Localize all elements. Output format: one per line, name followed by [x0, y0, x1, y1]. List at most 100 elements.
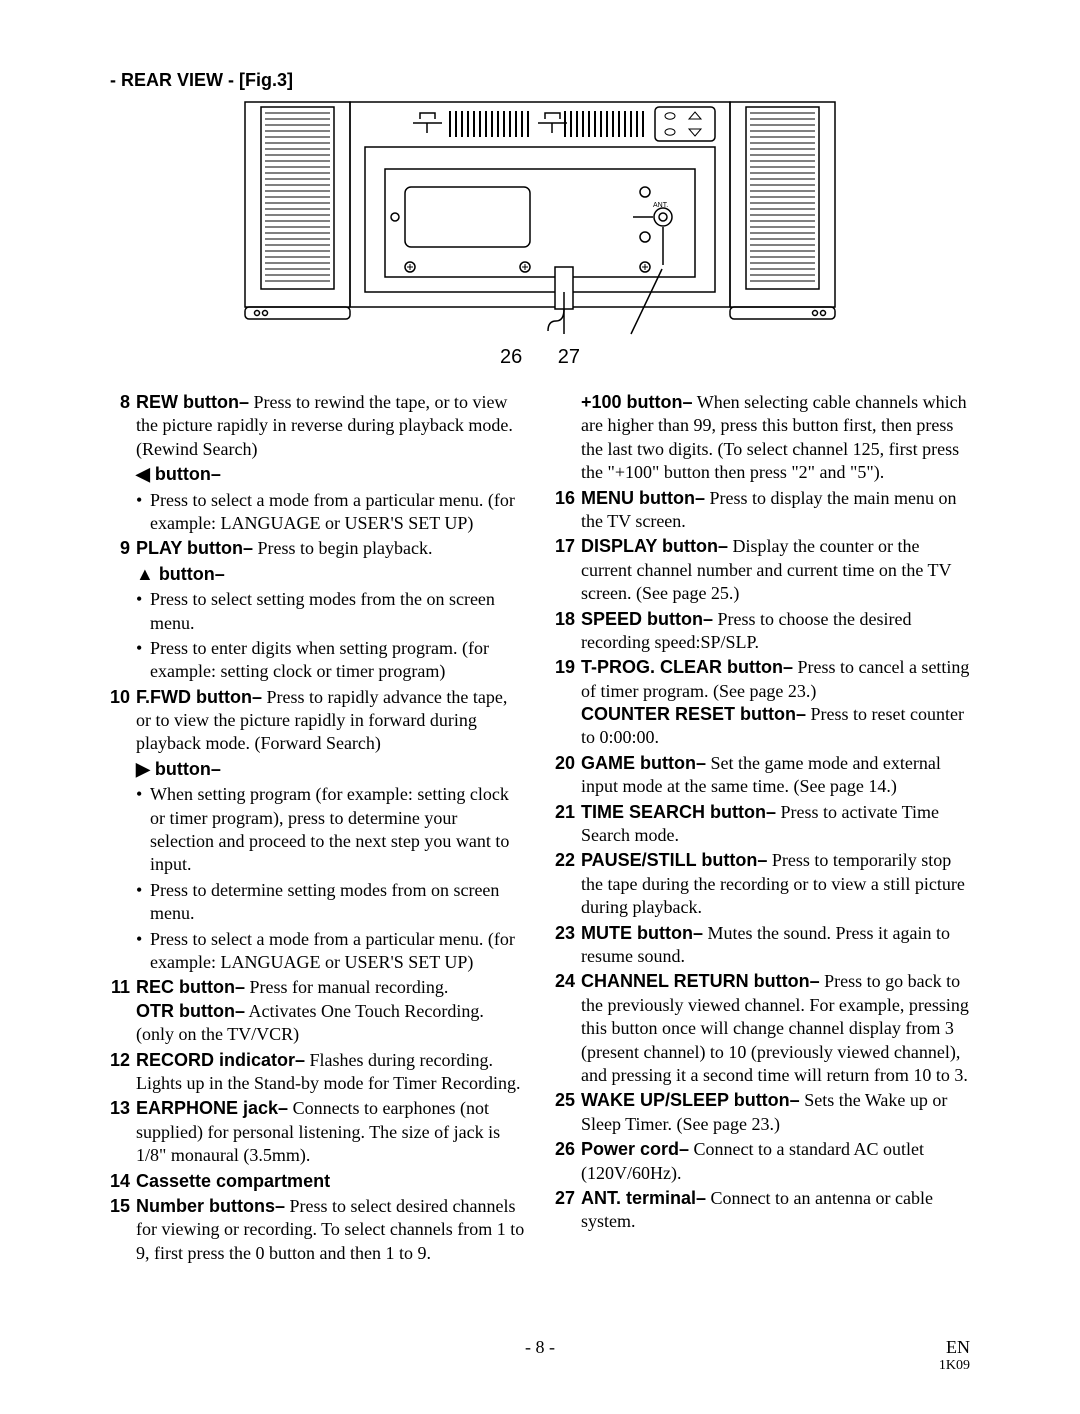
sub-button-label: ▲ button–: [136, 563, 525, 586]
item-label: +100 button–: [581, 392, 693, 412]
list-item: 26Power cord– Connect to a standard AC o…: [555, 1138, 970, 1185]
item-number: 8: [110, 391, 136, 461]
callout-27: 27: [558, 346, 580, 368]
sub-button-label: ◀ button–: [136, 463, 525, 486]
figure-callouts: 26 27: [110, 346, 970, 369]
list-item: 12RECORD indicator– Flashes during recor…: [110, 1049, 525, 1096]
item-number: 24: [555, 970, 581, 1087]
item-body: ANT. terminal– Connect to an antenna or …: [581, 1187, 970, 1234]
page-number: - 8 -: [398, 1337, 682, 1358]
item-number: 20: [555, 752, 581, 799]
doc-code: 1K09: [686, 1358, 970, 1374]
bullet-item: Press to select a mode from a particular…: [136, 489, 525, 536]
item-number: [555, 391, 581, 485]
list-item: 8REW button– Press to rewind the tape, o…: [110, 391, 525, 461]
bullet-item: Press to select setting modes from the o…: [136, 588, 525, 635]
item-label: CHANNEL RETURN button–: [581, 971, 820, 991]
item-number: 9: [110, 537, 136, 560]
right-column: +100 button– When selecting cable channe…: [555, 391, 970, 1267]
list-item: 9PLAY button– Press to begin playback.: [110, 537, 525, 560]
item-body: T-PROG. CLEAR button– Press to cancel a …: [581, 656, 970, 750]
item-number: 12: [110, 1049, 136, 1096]
item-body: RECORD indicator– Flashes during recordi…: [136, 1049, 525, 1096]
item-body: EARPHONE jack– Connects to earphones (no…: [136, 1097, 525, 1167]
list-item: 17DISPLAY button– Display the counter or…: [555, 535, 970, 605]
item-label: REW button–: [136, 392, 249, 412]
rear-view-svg: ANT.: [235, 97, 845, 337]
list-item: 21TIME SEARCH button– Press to activate …: [555, 801, 970, 848]
item-extra-label: COUNTER RESET button–: [581, 704, 806, 724]
item-body: F.FWD button– Press to rapidly advance t…: [136, 686, 525, 756]
item-body: REW button– Press to rewind the tape, or…: [136, 391, 525, 461]
list-item: 11REC button– Press for manual recording…: [110, 976, 525, 1046]
item-label: F.FWD button–: [136, 687, 262, 707]
list-item: 13EARPHONE jack– Connects to earphones (…: [110, 1097, 525, 1167]
list-item: 24CHANNEL RETURN button– Press to go bac…: [555, 970, 970, 1087]
bullet-item: Press to select a mode from a particular…: [136, 928, 525, 975]
list-item: 23MUTE button– Mutes the sound. Press it…: [555, 922, 970, 969]
item-label: SPEED button–: [581, 609, 713, 629]
item-label: PLAY button–: [136, 538, 253, 558]
item-label: RECORD indicator–: [136, 1050, 305, 1070]
item-label: DISPLAY button–: [581, 536, 728, 556]
list-item: 18SPEED button– Press to choose the desi…: [555, 608, 970, 655]
list-item: 19T-PROG. CLEAR button– Press to cancel …: [555, 656, 970, 750]
list-item: 10F.FWD button– Press to rapidly advance…: [110, 686, 525, 756]
item-number: 25: [555, 1089, 581, 1136]
item-label: WAKE UP/SLEEP button–: [581, 1090, 800, 1110]
item-body: MUTE button– Mutes the sound. Press it a…: [581, 922, 970, 969]
item-number: 21: [555, 801, 581, 848]
list-item: 16MENU button– Press to display the main…: [555, 487, 970, 534]
item-number: 15: [110, 1195, 136, 1265]
item-body: PLAY button– Press to begin playback.: [136, 537, 525, 560]
item-number: 19: [555, 656, 581, 750]
item-label: GAME button–: [581, 753, 706, 773]
bullet-item: Press to enter digits when setting progr…: [136, 637, 525, 684]
list-item: 15Number buttons– Press to select desire…: [110, 1195, 525, 1265]
list-item: 20GAME button– Set the game mode and ext…: [555, 752, 970, 799]
list-item: 14Cassette compartment: [110, 1170, 525, 1193]
item-body: Cassette compartment: [136, 1170, 525, 1193]
item-label: MUTE button–: [581, 923, 703, 943]
item-number: 22: [555, 849, 581, 919]
item-label: Power cord–: [581, 1139, 689, 1159]
item-label: T-PROG. CLEAR button–: [581, 657, 793, 677]
bullet-item: Press to determine setting modes from on…: [136, 879, 525, 926]
list-item: 25WAKE UP/SLEEP button– Sets the Wake up…: [555, 1089, 970, 1136]
list-item: 22PAUSE/STILL button– Press to temporari…: [555, 849, 970, 919]
item-body: MENU button– Press to display the main m…: [581, 487, 970, 534]
item-number: 18: [555, 608, 581, 655]
item-number: 26: [555, 1138, 581, 1185]
item-number: 13: [110, 1097, 136, 1167]
item-body: WAKE UP/SLEEP button– Sets the Wake up o…: [581, 1089, 970, 1136]
item-number: 23: [555, 922, 581, 969]
item-body: DISPLAY button– Display the counter or t…: [581, 535, 970, 605]
item-label: Number buttons–: [136, 1196, 285, 1216]
item-number: 10: [110, 686, 136, 756]
item-number: 11: [110, 976, 136, 1046]
item-label: TIME SEARCH button–: [581, 802, 776, 822]
rear-view-figure: ANT. 26 27: [110, 97, 970, 369]
bullet-item: When setting program (for example: setti…: [136, 783, 525, 877]
item-body: Number buttons– Press to select desired …: [136, 1195, 525, 1265]
item-extra-label: OTR button–: [136, 1001, 245, 1021]
list-item: +100 button– When selecting cable channe…: [555, 391, 970, 485]
manual-page: - REAR VIEW - [Fig.3]: [0, 0, 1080, 1414]
item-number: 16: [555, 487, 581, 534]
description-columns: 8REW button– Press to rewind the tape, o…: [110, 391, 970, 1267]
item-number: 27: [555, 1187, 581, 1234]
callout-26: 26: [500, 346, 522, 368]
item-label: ANT. terminal–: [581, 1188, 706, 1208]
bullet-list: Press to select a mode from a particular…: [136, 489, 525, 536]
section-title: - REAR VIEW - [Fig.3]: [110, 70, 970, 91]
lang-code: EN: [946, 1337, 970, 1357]
item-body: Power cord– Connect to a standard AC out…: [581, 1138, 970, 1185]
item-body: SPEED button– Press to choose the desire…: [581, 608, 970, 655]
item-body: TIME SEARCH button– Press to activate Ti…: [581, 801, 970, 848]
item-body: PAUSE/STILL button– Press to temporarily…: [581, 849, 970, 919]
item-body: +100 button– When selecting cable channe…: [581, 391, 970, 485]
left-column: 8REW button– Press to rewind the tape, o…: [110, 391, 525, 1267]
item-label: REC button–: [136, 977, 245, 997]
item-label: EARPHONE jack–: [136, 1098, 288, 1118]
item-label: PAUSE/STILL button–: [581, 850, 767, 870]
